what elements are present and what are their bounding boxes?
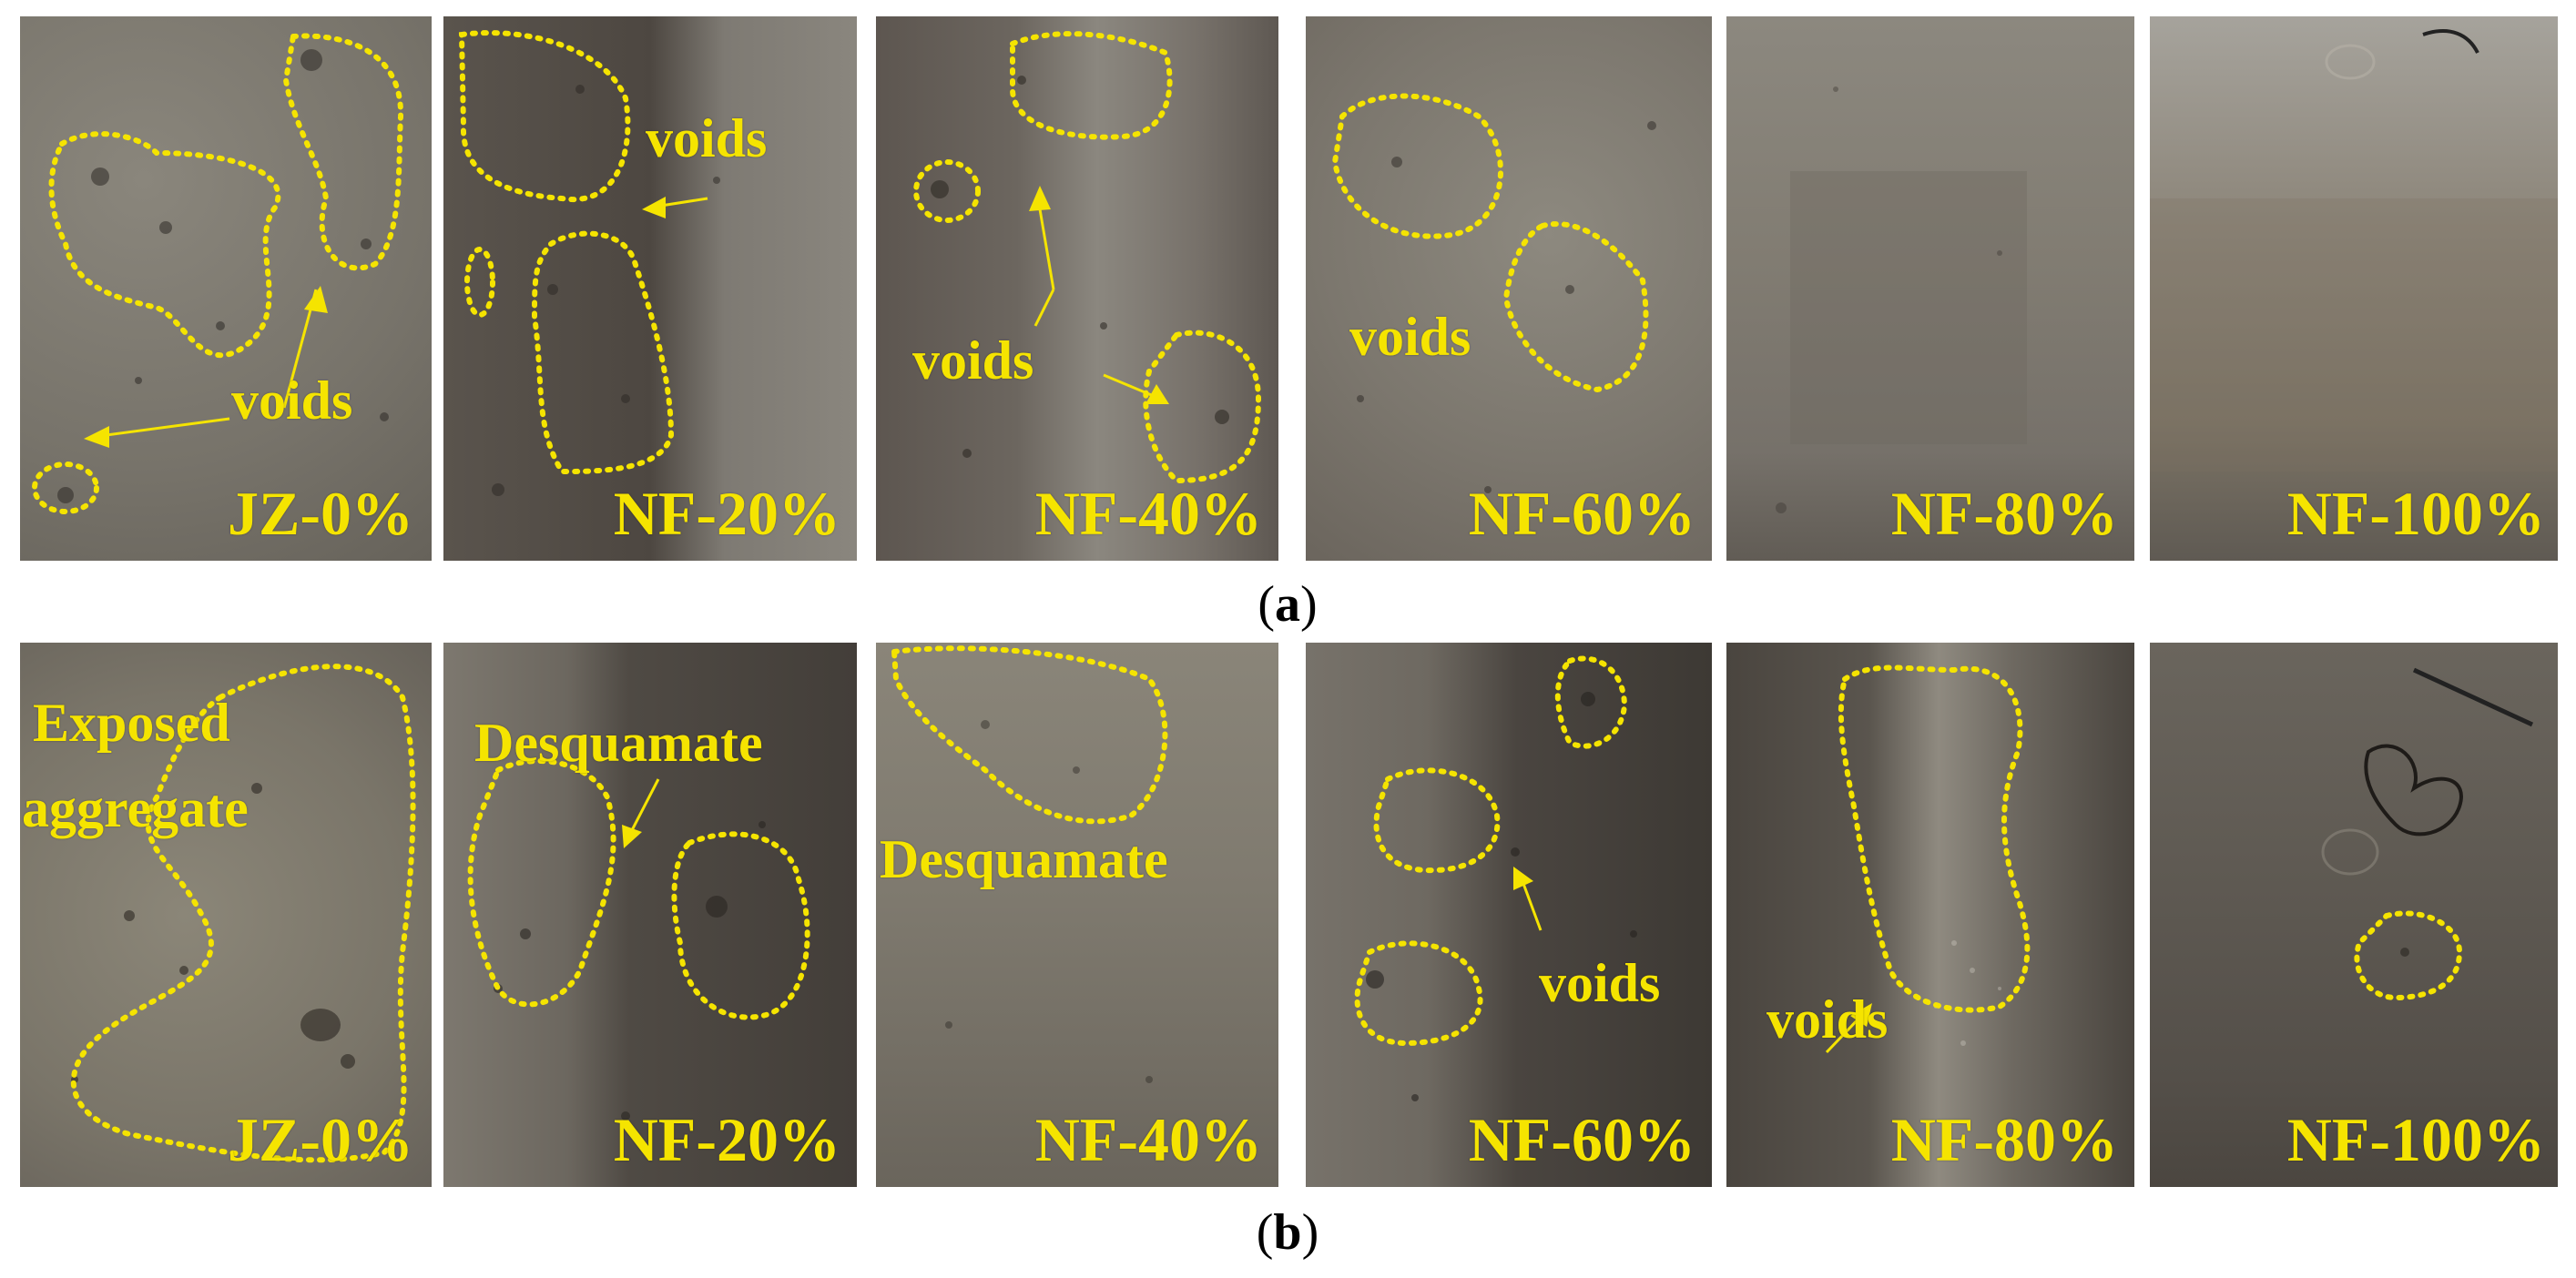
annotation-desquamate: Desquamate xyxy=(880,829,1168,889)
concrete-surface xyxy=(443,16,857,561)
panel-label: NF-80% xyxy=(1890,1105,2118,1174)
panel-label: NF-40% xyxy=(1034,1105,1262,1174)
panel-label: JZ-0% xyxy=(228,479,413,548)
photo-nf-20-a: voids NF-20% xyxy=(443,16,857,561)
concrete-surface xyxy=(1306,643,1712,1187)
annotation-voids: voids xyxy=(1767,989,1889,1050)
panel-label: NF-60% xyxy=(1468,479,1695,548)
annotation-voids: voids xyxy=(1539,953,1661,1013)
caption-a: (a) xyxy=(1257,576,1318,633)
photo-nf-40-a: voids NF-40% xyxy=(876,16,1278,561)
panel-label: NF-60% xyxy=(1468,1105,1695,1174)
panel-label: NF-100% xyxy=(2286,479,2545,548)
figure-row-a: voids JZ-0% voids NF-20% xyxy=(0,0,2576,633)
annotation-voids: voids xyxy=(231,370,353,431)
panel-label: NF-40% xyxy=(1034,479,1262,548)
photo-nf-80-a: NF-80% xyxy=(1726,16,2134,561)
defect-overlay xyxy=(891,645,1168,1083)
concrete-surface xyxy=(876,16,1278,561)
concrete-surface xyxy=(2150,16,2558,561)
panel-label: JZ-0% xyxy=(228,1105,413,1174)
defect-overlay xyxy=(458,30,720,496)
annotation-desquamate: Desquamate xyxy=(474,713,763,773)
annotation-exposed: Exposed xyxy=(33,693,230,753)
annotation-voids: voids xyxy=(1349,307,1471,367)
texture-overlay xyxy=(1776,86,2027,513)
photo-nf-40-b: Desquamate NF-40% xyxy=(876,643,1278,1187)
concrete-surface xyxy=(1726,643,2134,1187)
concrete-surface xyxy=(1726,16,2134,561)
defect-overlay xyxy=(467,758,810,1121)
photo-nf-20-b: Desquamate NF-20% xyxy=(443,643,857,1187)
panel-label: NF-100% xyxy=(2286,1105,2545,1174)
annotation-voids: voids xyxy=(912,330,1034,390)
photo-nf-60-b: voids NF-60% xyxy=(1306,643,1712,1187)
panel-label: NF-20% xyxy=(613,1105,840,1174)
annotation-voids: voids xyxy=(646,108,768,168)
photo-nf-60-a: voids NF-60% xyxy=(1306,16,1712,561)
photo-nf-100-b: NF-100% xyxy=(2150,643,2558,1187)
caption-b: (b) xyxy=(1256,1204,1319,1261)
panel-label: NF-80% xyxy=(1890,479,2118,548)
concrete-surface xyxy=(2150,643,2558,1187)
defect-overlay xyxy=(32,33,404,514)
photo-nf-80-b: voids NF-80% xyxy=(1726,643,2134,1187)
figure-row-b: Exposed aggregate JZ-0% Desquamate NF-20… xyxy=(0,639,2576,1261)
photo-jz-0-b: Exposed aggregate JZ-0% xyxy=(20,643,432,1187)
texture-overlay xyxy=(2150,29,2558,472)
concrete-surface xyxy=(443,643,857,1187)
defect-overlay xyxy=(70,664,416,1163)
defect-overlay xyxy=(2321,667,2534,1001)
photo-jz-0-a: voids JZ-0% xyxy=(20,16,432,561)
defect-overlay xyxy=(913,31,1262,484)
panel-label: NF-20% xyxy=(613,479,840,548)
annotation-aggregate: aggregate xyxy=(22,778,249,838)
concrete-surface xyxy=(20,643,432,1187)
defect-overlay xyxy=(1331,93,1656,493)
defect-overlay xyxy=(1825,664,2031,1054)
photo-nf-100-a: NF-100% xyxy=(2150,16,2558,561)
defect-overlay xyxy=(1354,655,1637,1101)
